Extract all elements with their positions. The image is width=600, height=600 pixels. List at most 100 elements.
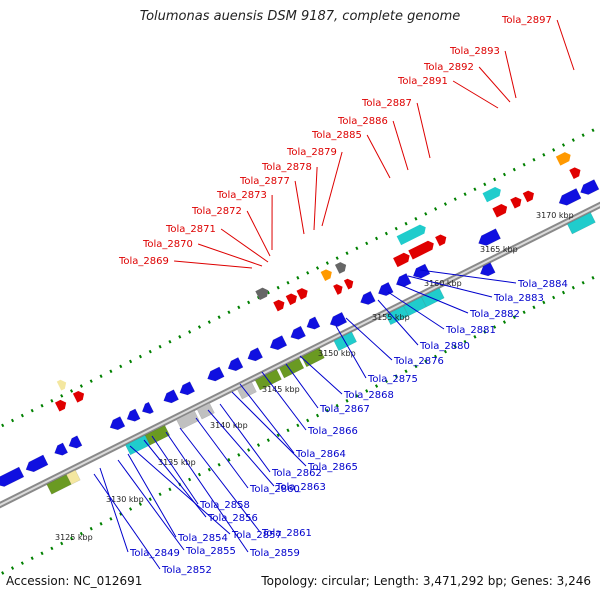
gene-feature-top	[408, 240, 434, 260]
gene-label-leader	[478, 66, 511, 103]
gene-label-top: Tola_2887	[361, 98, 412, 109]
gene-label-bottom: Tola_2883	[493, 293, 544, 304]
gene-feature-top	[273, 299, 285, 312]
backbone-highlight	[0, 203, 600, 507]
gene-shape	[179, 381, 196, 396]
gene-shape	[141, 401, 154, 415]
gene-shape	[580, 179, 600, 195]
gene-feature-top	[492, 204, 508, 218]
gene-feature-top	[555, 152, 571, 166]
gene-shape	[396, 224, 426, 246]
gene-shape	[285, 293, 297, 306]
scale-label: 3130 kbp	[106, 495, 144, 504]
tick-row-top	[0, 125, 600, 429]
gene-shape	[510, 196, 522, 209]
gene-feature	[109, 416, 126, 431]
gene-feature	[479, 262, 496, 277]
gene-label-leader	[407, 275, 493, 298]
gene-shape	[334, 262, 347, 274]
gene-label-bottom: Tola_2859	[249, 548, 300, 559]
tick-marks	[0, 125, 600, 576]
gene-label-top: Tola_2873	[216, 190, 267, 201]
gene-label-leader	[366, 134, 391, 179]
gene-feature	[46, 474, 72, 495]
gene-label-bottom: Tola_2880	[419, 341, 470, 352]
gene-label-leader	[452, 80, 499, 109]
gene-shape	[408, 240, 434, 260]
gene-feature-top	[393, 252, 410, 268]
gene-label-bottom: Tola_2882	[469, 309, 520, 320]
gene-label-bottom: Tola_2881	[445, 325, 496, 336]
gene-feature-top	[72, 390, 85, 403]
gene-shape	[247, 347, 264, 362]
gene-label-leader	[219, 403, 271, 473]
gene-feature	[378, 281, 394, 296]
gene-feature	[278, 357, 305, 379]
gene-shape	[522, 190, 534, 203]
gene-shape	[478, 228, 501, 246]
gene-shape	[144, 425, 171, 446]
gene-feature	[25, 454, 49, 473]
gene-label-leader	[143, 439, 207, 518]
gene-feature	[66, 469, 81, 485]
gene-shape	[333, 284, 343, 295]
gene-label-leader	[179, 427, 261, 533]
gene-shape	[393, 252, 410, 268]
gene-shape	[55, 399, 67, 412]
gene-feature-top	[255, 287, 269, 301]
gene-shape	[236, 381, 257, 400]
gene-shape	[196, 402, 215, 420]
gene-shape	[278, 357, 305, 379]
gene-label-bottom: Tola_2862	[271, 468, 322, 479]
gene-shape	[482, 187, 501, 203]
gene-label-top: Tola_2879	[286, 147, 337, 158]
gene-feature	[68, 435, 83, 449]
gene-feature	[360, 290, 376, 305]
gene-label-leader	[129, 445, 231, 535]
gene-shape	[269, 335, 288, 351]
gene-features	[0, 152, 600, 495]
gene-label-top: Tola_2870	[142, 239, 193, 250]
scale-label: 3150 kbp	[318, 349, 356, 358]
gene-feature	[269, 335, 288, 351]
gene-shape	[566, 212, 596, 235]
map-title: Tolumonas auensis DSM 9187, complete gen…	[139, 9, 461, 24]
gene-feature-top	[396, 224, 426, 246]
gene-label-leader	[285, 363, 319, 409]
gene-label-bottom: Tola_2866	[307, 426, 358, 437]
gene-feature	[179, 381, 196, 396]
gene-shape	[343, 278, 354, 290]
scale-label: 3135 kbp	[158, 458, 196, 467]
gene-label-bottom: Tola_2861	[261, 528, 312, 539]
gene-label-leader	[504, 50, 517, 99]
gene-shape	[492, 204, 508, 218]
gene-label-bottom: Tola_2868	[343, 390, 394, 401]
gene-feature-top	[435, 234, 447, 247]
gene-feature	[478, 228, 501, 246]
gene-label-top: Tola_2892	[423, 62, 474, 73]
gene-feature	[247, 347, 264, 362]
gene-label-leader	[416, 102, 431, 159]
gene-feature	[54, 442, 69, 456]
scale-label: 3160 kbp	[424, 279, 462, 288]
scale-label: 3165 kbp	[480, 245, 518, 254]
gene-shape	[435, 234, 447, 247]
gene-label-leader	[207, 409, 275, 487]
gene-feature-top	[482, 187, 501, 203]
gene-label-leader	[397, 283, 469, 314]
gene-label-leader	[261, 371, 307, 431]
gene-shape	[72, 390, 85, 403]
gene-feature	[0, 466, 25, 487]
gene-label-leader	[387, 291, 445, 330]
gene-feature	[196, 402, 215, 420]
gene-shape	[569, 167, 581, 179]
gene-feature	[176, 410, 200, 430]
gene-shape	[306, 316, 321, 330]
gene-shape	[46, 474, 72, 495]
gene-label-leader	[165, 431, 249, 553]
gene-label-leader	[99, 467, 129, 553]
gene-feature	[329, 311, 348, 327]
gene-feature-top	[296, 288, 308, 300]
gene-shape	[227, 357, 244, 372]
